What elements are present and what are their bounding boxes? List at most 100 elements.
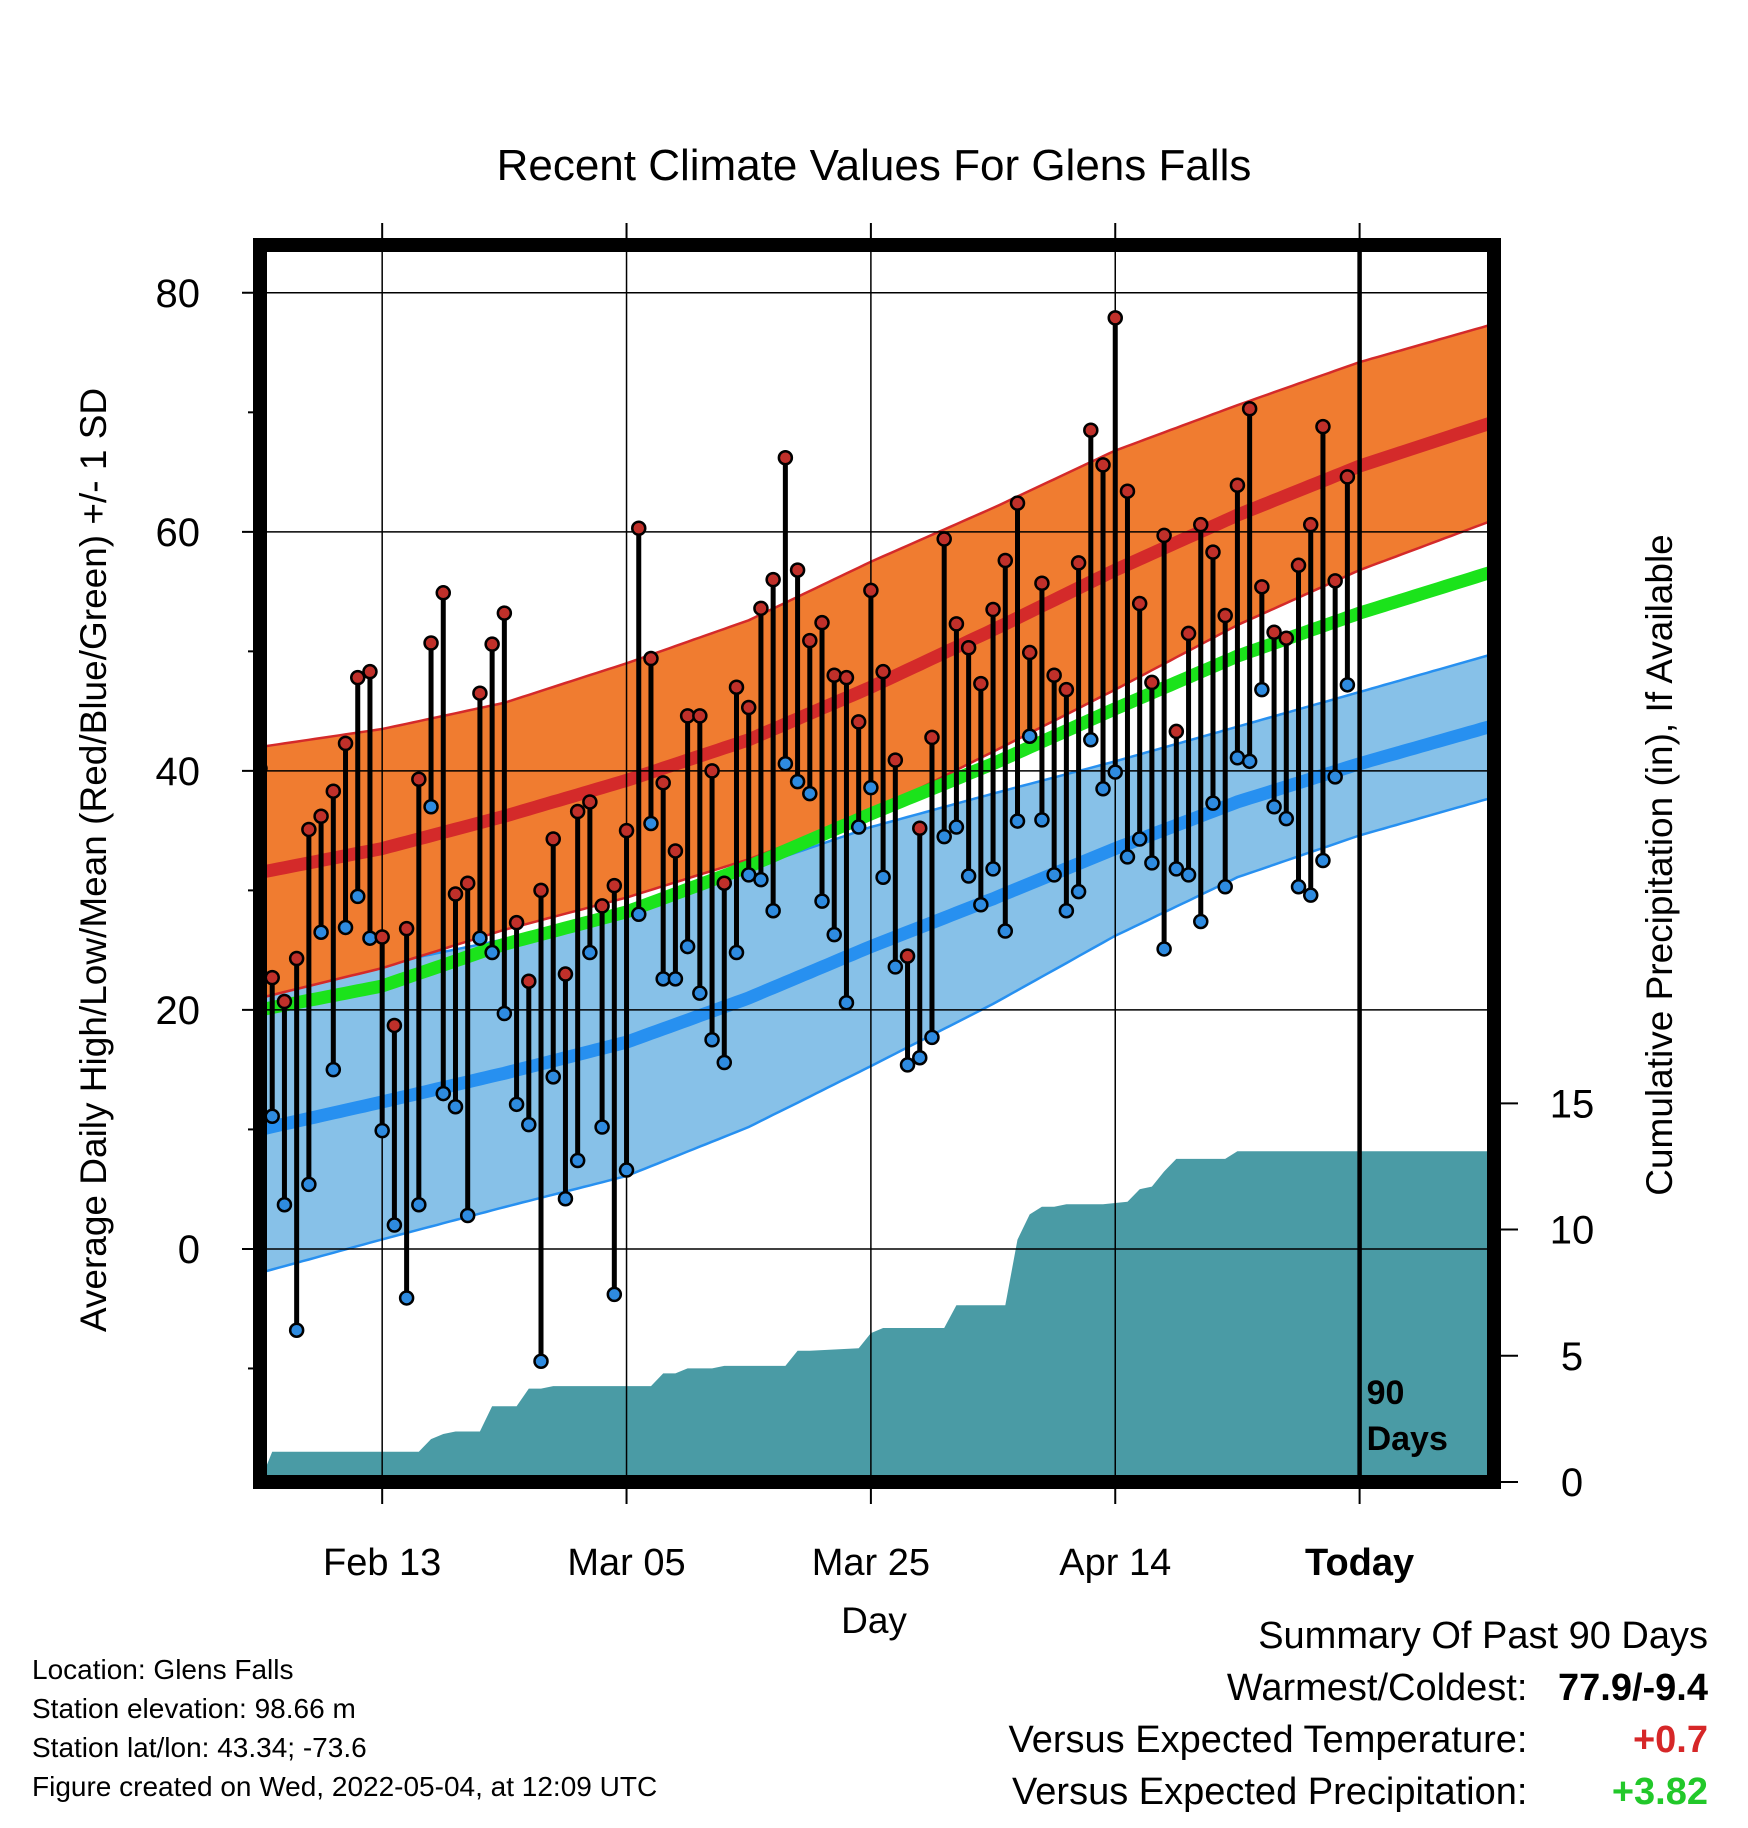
daily-low-point: [704, 1032, 720, 1048]
daily-high-point: [838, 669, 855, 686]
x-axis-label: Day: [841, 1600, 907, 1641]
daily-high-point: [508, 914, 525, 931]
daily-high-point: [349, 669, 366, 686]
daily-high-point: [521, 973, 537, 989]
daily-high-point: [1290, 557, 1307, 574]
daily-high-point: [716, 875, 733, 891]
daily-low-point: [1046, 867, 1062, 883]
daily-high-point: [1107, 310, 1123, 326]
daily-low-point: [789, 773, 806, 790]
daily-low-point: [679, 938, 696, 955]
daily-high-point: [1302, 516, 1319, 533]
daily-high-point: [1009, 495, 1026, 511]
daily-low-point: [899, 1057, 916, 1073]
daily-high-point: [814, 614, 830, 631]
daily-low-point: [423, 798, 439, 815]
daily-high-point: [985, 601, 1001, 618]
daily-low-point: [398, 1290, 415, 1306]
station-info: Location: Glens Falls Station elevation:…: [32, 1650, 657, 1806]
daily-high-point: [997, 552, 1014, 569]
daily-low-point: [1205, 795, 1221, 811]
daily-high-point: [325, 783, 342, 799]
daily-low-point: [1083, 732, 1099, 748]
daily-high-point: [1034, 575, 1050, 591]
daily-low-point: [1070, 883, 1087, 900]
summary-precip: Versus Expected Precipitation: +3.82: [1009, 1766, 1708, 1818]
daily-low-point: [875, 869, 891, 885]
temp-label: Versus Expected Temperature:: [1008, 1719, 1528, 1761]
high-sd-band: [260, 322, 1494, 1000]
daily-low-point: [643, 815, 659, 832]
daily-high-point: [1180, 625, 1197, 642]
x-tick-label: Feb 13: [323, 1542, 441, 1584]
y2-tick-label: 5: [1561, 1335, 1583, 1379]
plot-area: 90 Days: [260, 245, 1494, 1482]
daily-high-point: [1119, 483, 1136, 499]
daily-high-point: [1193, 516, 1209, 533]
daily-high-point: [472, 685, 488, 701]
daily-low-point: [765, 902, 781, 919]
daily-low-point: [838, 994, 855, 1011]
daily-high-point: [301, 821, 317, 838]
daily-high-point: [569, 803, 586, 820]
daily-low-point: [1156, 941, 1172, 957]
daily-high-point: [1229, 477, 1246, 493]
daily-low-point: [362, 930, 378, 946]
daily-high-point: [960, 640, 977, 656]
daily-high-point: [1254, 579, 1270, 595]
latlon-text: Station lat/lon: 43.34; -73.6: [32, 1732, 367, 1763]
daily-low-point: [1217, 879, 1233, 895]
daily-high-point: [1205, 544, 1221, 560]
daily-low-point: [411, 1196, 427, 1213]
daily-high-point: [1241, 400, 1258, 417]
plot-frame: [253, 238, 1501, 1489]
daily-low-point: [692, 985, 708, 1001]
y2-axis-label: Cumulative Precipitation (in), If Availa…: [1639, 534, 1680, 1196]
daily-low-point: [1131, 831, 1148, 847]
daily-low-point: [1144, 855, 1160, 871]
warm-cold-label: Warmest/Coldest:: [1226, 1667, 1528, 1709]
daily-high-point: [1266, 624, 1282, 640]
daily-high-point: [948, 616, 965, 632]
daily-high-point: [765, 571, 781, 588]
daily-low-point: [985, 861, 1001, 877]
daily-low-point: [582, 944, 598, 961]
daily-high-point: [1339, 469, 1356, 485]
daily-high-point: [912, 820, 928, 836]
daily-high-point: [1083, 422, 1099, 439]
daily-high-point: [740, 699, 757, 716]
daily-low-point: [447, 1098, 464, 1115]
daily-low-point: [521, 1116, 537, 1133]
daily-high-point: [655, 775, 671, 791]
y-tick-label: 40: [156, 750, 201, 794]
summary-temp: Versus Expected Temperature: +0.7: [1009, 1714, 1708, 1766]
daily-low-point: [606, 1286, 623, 1303]
daily-low-point: [276, 1196, 293, 1213]
daily-high-point: [899, 948, 916, 964]
precipitation-area: [260, 1151, 1494, 1482]
elevation-text: Station elevation: 98.66 m: [32, 1693, 356, 1724]
daily-low-point: [1180, 867, 1197, 883]
daily-low-point: [435, 1085, 452, 1102]
daily-low-point: [753, 871, 769, 888]
daily-low-point: [912, 1049, 928, 1066]
x-tick-label: Today: [1305, 1542, 1414, 1584]
daily-high-point: [337, 735, 354, 752]
daily-high-point: [582, 794, 598, 810]
y-tick-label: 60: [156, 511, 201, 555]
daily-low-point: [533, 1353, 549, 1370]
daily-low-point: [301, 1176, 317, 1193]
daily-low-point: [960, 868, 977, 884]
daily-high-point: [643, 650, 659, 667]
daily-high-point: [313, 808, 329, 825]
precip-value: +3.82: [1611, 1771, 1708, 1813]
x-tick-label: Mar 05: [567, 1542, 685, 1584]
daily-high-point: [411, 771, 427, 787]
daily-high-point: [545, 831, 561, 847]
daily-low-point: [618, 1162, 635, 1178]
daily-high-point: [1327, 573, 1343, 589]
daily-low-point: [325, 1061, 342, 1078]
daily-low-point: [1034, 812, 1050, 828]
daily-low-point: [667, 971, 684, 987]
